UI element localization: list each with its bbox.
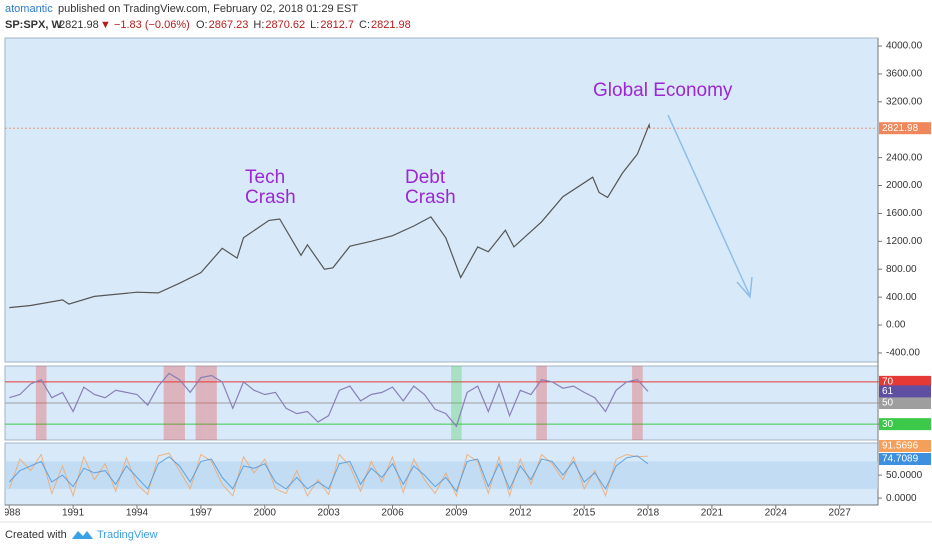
price-pane	[4, 37, 879, 363]
y-tick-label: 0.00	[886, 320, 906, 331]
y-tick-label: 1200.00	[886, 236, 923, 247]
annotation: Global Economy	[593, 80, 733, 101]
price-badge	[879, 397, 931, 409]
signal-zone	[451, 366, 462, 440]
y-tick-label: 50.0000	[886, 470, 923, 481]
ohlc-value: 2821.98	[371, 19, 411, 31]
x-tick-label: 1994	[126, 508, 149, 519]
y-tick-label: 4000.00	[886, 41, 923, 52]
x-tick-label: 2021	[701, 508, 724, 519]
published-note: published on TradingView.com, February 0…	[58, 3, 358, 15]
forecast-arrow	[667, 114, 751, 297]
axes: -400.00 0.00 400.00 800.00 1200.00 1600.00 200…	[8, 41, 931, 509]
signal-zone	[536, 366, 547, 440]
x-tick-label: 2018	[637, 508, 660, 519]
series-line	[8, 455, 649, 493]
x-tick-label: 2003	[318, 508, 341, 519]
annotation: Debt	[405, 167, 446, 188]
last-price: 2821.98	[59, 19, 99, 31]
x-tick-label: 2012	[509, 508, 532, 519]
price-badge	[879, 440, 931, 452]
y-tick-label: -400.00	[886, 348, 920, 359]
ohlc-label: C:	[359, 19, 370, 31]
price-badge-label: 91.5696	[882, 441, 919, 452]
price-badge-label: 74.7089	[882, 454, 919, 465]
author[interactable]: atomantic	[5, 3, 53, 15]
x-tick-label: 2015	[573, 508, 596, 519]
x-tick-label: 2024	[765, 508, 788, 519]
annotation: Crash	[245, 187, 296, 208]
series-line	[9, 122, 651, 309]
ohlc-label: O:	[196, 19, 208, 31]
annotation: Tech	[245, 167, 285, 188]
y-tick-label: 2400.00	[886, 152, 923, 163]
y-tick-label: 0.0000	[886, 493, 917, 504]
x-tick-label: 1991	[62, 508, 85, 519]
price-change: ▼ −1.83 (−0.06%)	[100, 19, 190, 31]
price-badge-label: 70	[882, 376, 894, 387]
ohlc-label: H:	[253, 19, 264, 31]
x-tick-label: 2027	[829, 508, 852, 519]
y-tick-label: 400.00	[886, 292, 917, 303]
price-badge	[879, 375, 931, 388]
footer-brand[interactable]: TradingView	[97, 529, 158, 541]
price-badge-label: 2821.98	[882, 123, 919, 134]
price-badge-label: 61	[882, 386, 894, 397]
signal-zone	[206, 366, 217, 440]
ohlc-value: 2870.62	[265, 19, 305, 31]
plot-area: 1988 1991 1994 1997 2000 2003 2006 2009 2012 2015…	[0, 80, 878, 519]
ohlc-label: L:	[310, 19, 319, 31]
stoch-band	[5, 461, 878, 489]
x-tick-label: 2006	[381, 508, 404, 519]
signal-zone	[195, 366, 207, 440]
price-badge-label: 50	[882, 398, 894, 409]
price-badge	[879, 385, 931, 398]
tv-logo	[72, 531, 93, 539]
y-tick-label: 800.00	[886, 264, 917, 275]
price-badge-label: 30	[882, 419, 894, 430]
price-badge	[879, 122, 931, 135]
signal-zone	[632, 366, 643, 440]
x-tick-label: 1988	[0, 508, 21, 519]
price-badge	[879, 418, 931, 431]
x-tick-label: 2009	[445, 508, 468, 519]
symbol: SP:SPX, W	[5, 19, 62, 31]
footer-created: Created with	[5, 529, 67, 541]
ohlc-value: 2812.7	[320, 19, 354, 31]
signal-zone	[174, 366, 185, 440]
price-badge	[879, 453, 931, 465]
y-tick-label: 2000.00	[886, 180, 923, 191]
arrow-head	[736, 276, 753, 299]
x-tick-label: 1997	[190, 508, 213, 519]
series-line	[8, 452, 649, 498]
x-tick-label: 2000	[254, 508, 277, 519]
ohlc-value: 2867.23	[209, 19, 249, 31]
y-tick-label: 3600.00	[886, 69, 923, 80]
signal-zone	[163, 366, 175, 440]
y-tick-label: 3200.00	[886, 96, 923, 107]
signal-zone	[35, 366, 47, 440]
annotation: Crash	[405, 187, 456, 208]
ohlc-group: O: 2867.23 H: 2870.62 L: 2812.7 C: 2821.98	[196, 19, 411, 31]
y-tick-label: 1600.00	[886, 208, 923, 219]
series-line	[9, 372, 649, 428]
